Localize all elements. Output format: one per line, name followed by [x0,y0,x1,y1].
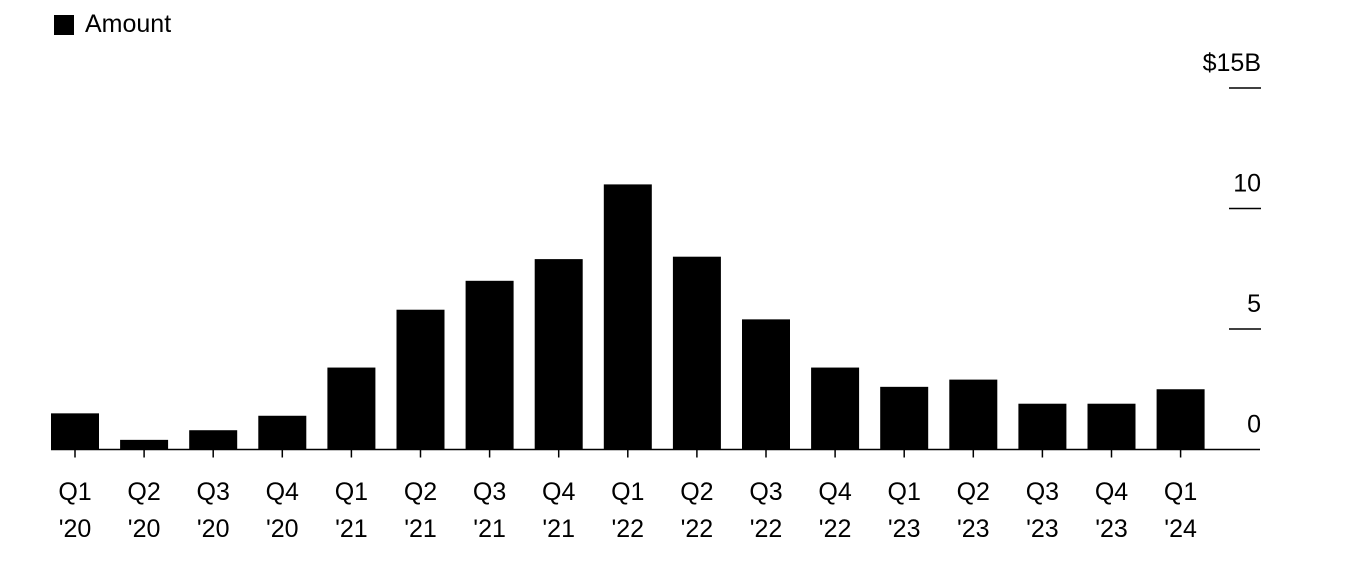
x-tick-label-quarter: Q1 [58,478,91,506]
x-tick-label-year: '22 [612,515,645,543]
x-tick-label-quarter: Q2 [957,478,990,506]
bar [465,280,514,450]
x-tick-label-quarter: Q3 [473,478,506,506]
x-tick-label-quarter: Q2 [127,478,160,506]
x-tick-label-year: '23 [957,515,990,543]
bar [51,413,99,450]
bar [811,367,860,450]
x-tick-label-year: '23 [1095,515,1128,543]
x-tick-label-year: '21 [335,515,368,543]
x-tick-label-year: '24 [1164,515,1197,543]
x-tick-label-quarter: Q4 [542,478,575,506]
bar [120,439,169,450]
x-tick-label-year: '23 [1026,515,1059,543]
x-tick-label-quarter: Q1 [611,478,644,506]
x-tick-label-year: '21 [542,515,575,543]
legend: Amount [54,10,171,39]
x-tick-label-year: '23 [888,515,921,543]
x-tick-label-quarter: Q4 [266,478,299,506]
bar [1087,403,1136,450]
bar [880,386,929,450]
bar [327,367,376,450]
x-tick-label-year: '20 [197,515,230,543]
bar [603,184,652,450]
y-tick-label: $15B [1203,49,1261,77]
x-tick-label-year: '22 [819,515,852,543]
bar [396,309,445,450]
x-tick-label-quarter: Q4 [1095,478,1128,506]
y-tick-label: 10 [1233,170,1261,198]
y-tick-label: 0 [1247,411,1261,439]
x-tick-label-year: '20 [266,515,299,543]
x-tick-label-year: '22 [681,515,714,543]
bar [949,379,998,450]
x-tick-label-quarter: Q4 [818,478,851,506]
x-tick-label-quarter: Q3 [1026,478,1059,506]
x-tick-label-quarter: Q1 [335,478,368,506]
x-tick-label-quarter: Q2 [404,478,437,506]
x-tick-label-quarter: Q1 [1164,478,1197,506]
x-tick-label-year: '22 [750,515,783,543]
bar [1018,403,1067,450]
x-tick-label-quarter: Q3 [197,478,230,506]
x-tick-label-quarter: Q3 [749,478,782,506]
bar [742,319,790,450]
x-tick-label-quarter: Q2 [680,478,713,506]
bar [189,430,238,450]
bar [1156,389,1205,450]
x-tick-label-year: '21 [473,515,506,543]
bar [534,259,583,450]
x-tick-label-year: '20 [59,515,92,543]
bar [258,415,307,450]
legend-swatch [54,14,74,35]
legend-label: Amount [85,10,172,38]
bar [672,256,721,450]
x-tick-label-year: '20 [128,515,161,543]
y-tick-label: 5 [1247,290,1261,318]
x-tick-label-quarter: Q1 [888,478,921,506]
x-tick-label-year: '21 [404,515,437,543]
